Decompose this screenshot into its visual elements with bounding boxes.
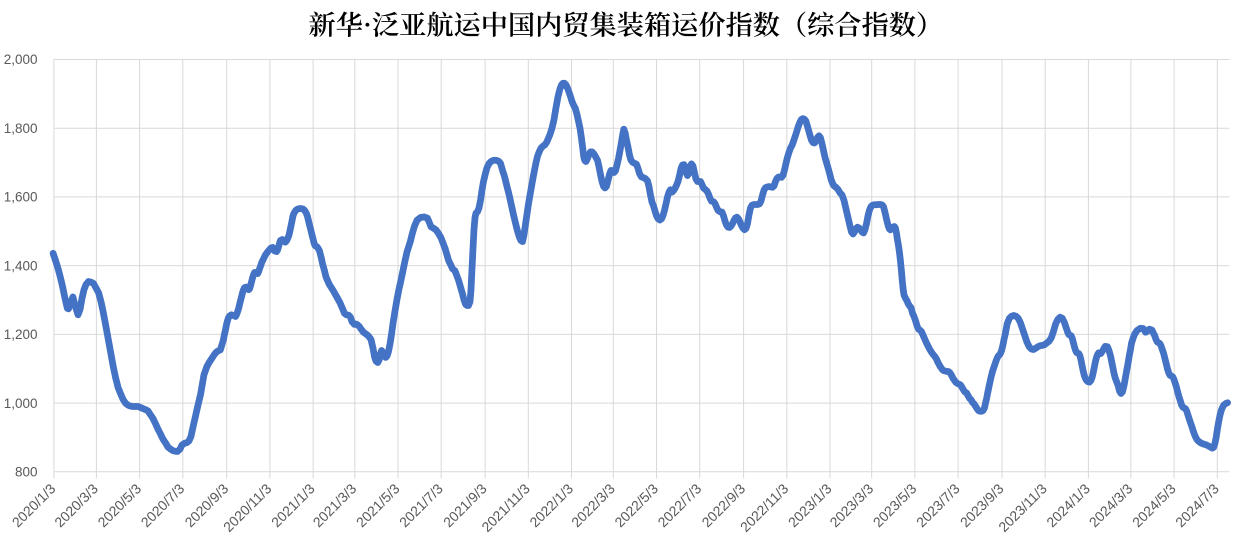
svg-text:2021/11/3: 2021/11/3	[478, 480, 533, 535]
svg-text:2022/5/3: 2022/5/3	[611, 480, 661, 530]
svg-text:2021/5/3: 2021/5/3	[353, 480, 403, 530]
svg-text:2021/3/3: 2021/3/3	[310, 480, 360, 530]
svg-text:2021/1/3: 2021/1/3	[268, 480, 318, 530]
svg-text:2020/1/3: 2020/1/3	[9, 480, 59, 530]
svg-text:2,000: 2,000	[4, 52, 38, 67]
svg-text:2024/7/3: 2024/7/3	[1172, 480, 1222, 530]
svg-text:2023/11/3: 2023/11/3	[995, 480, 1050, 535]
svg-text:2023/3/3: 2023/3/3	[826, 480, 876, 530]
svg-text:2022/1/3: 2022/1/3	[526, 480, 576, 530]
svg-text:2022/3/3: 2022/3/3	[568, 480, 618, 530]
svg-text:2020/5/3: 2020/5/3	[94, 480, 144, 530]
svg-text:2023/7/3: 2023/7/3	[913, 480, 963, 530]
svg-text:1,800: 1,800	[4, 121, 38, 136]
svg-text:2020/11/3: 2020/11/3	[220, 480, 275, 535]
svg-text:2021/7/3: 2021/7/3	[396, 480, 446, 530]
svg-text:2024/1/3: 2024/1/3	[1043, 480, 1093, 530]
svg-text:800: 800	[15, 465, 38, 480]
svg-text:2022/7/3: 2022/7/3	[654, 480, 704, 530]
svg-text:1,600: 1,600	[4, 190, 38, 205]
svg-text:2024/3/3: 2024/3/3	[1086, 480, 1136, 530]
svg-text:1,200: 1,200	[4, 327, 38, 342]
svg-text:2022/11/3: 2022/11/3	[737, 480, 792, 535]
svg-text:1,400: 1,400	[4, 258, 38, 273]
svg-text:2023/1/3: 2023/1/3	[785, 480, 835, 530]
svg-text:2023/5/3: 2023/5/3	[870, 480, 920, 530]
svg-text:2020/7/3: 2020/7/3	[138, 480, 188, 530]
svg-text:2020/3/3: 2020/3/3	[51, 480, 101, 530]
svg-text:2024/5/3: 2024/5/3	[1129, 480, 1179, 530]
svg-text:1,000: 1,000	[4, 396, 38, 411]
